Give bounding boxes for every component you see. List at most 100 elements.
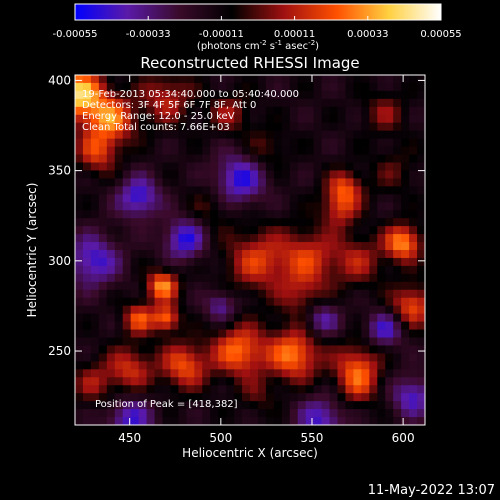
heatmap-cell [297, 98, 307, 108]
heatmap-cell [146, 114, 156, 124]
heatmap-cell [393, 82, 402, 92]
heatmap-cell [361, 106, 370, 116]
heatmap-cell [393, 321, 402, 331]
heatmap-cell [369, 369, 378, 378]
heatmap-cell [90, 345, 100, 354]
heatmap-cell [329, 265, 339, 275]
heatmap-cell [289, 130, 299, 140]
heatmap-cell [82, 377, 92, 386]
heatmap-cell [313, 297, 323, 307]
heatmap-cell [202, 106, 211, 116]
heatmap-cell [329, 130, 339, 140]
heatmap-cell [122, 250, 132, 259]
heatmap-cell [90, 234, 100, 243]
heatmap-cell [281, 122, 291, 132]
heatmap-cell [82, 409, 92, 418]
heatmap-cell [353, 146, 362, 156]
heatmap-cell [313, 289, 323, 299]
heatmap-cell [98, 98, 108, 108]
heatmap-cell [146, 281, 156, 291]
heatmap-cell [114, 82, 124, 92]
heatmap-cell [75, 305, 84, 315]
heatmap-cell [202, 234, 211, 243]
heatmap-cell [250, 106, 259, 116]
heatmap-cell [313, 369, 323, 378]
heatmap-cell [273, 98, 283, 108]
x-tick-label: 450 [118, 431, 141, 445]
heatmap-cell [257, 98, 267, 108]
heatmap-cell [186, 98, 195, 108]
heatmap-cell [337, 170, 347, 179]
heatmap-cell [250, 417, 259, 425]
heatmap-cell [186, 130, 195, 140]
heatmap-cell [297, 257, 307, 267]
heatmap-cell [313, 98, 323, 108]
heatmap-cell [218, 130, 227, 140]
heatmap-cell [409, 409, 418, 418]
heatmap-cell [289, 289, 299, 299]
heatmap-cell [130, 202, 140, 211]
heatmap-cell [234, 146, 243, 156]
heatmap-cell [130, 194, 140, 203]
heatmap-cell [122, 337, 132, 347]
heatmap-cell [114, 154, 124, 164]
heatmap-cell [170, 146, 179, 156]
heatmap-cell [377, 82, 386, 92]
heatmap-cell [122, 130, 132, 140]
heatmap-cell [281, 178, 291, 187]
heatmap-cell [250, 273, 259, 283]
heatmap-cell [106, 257, 116, 267]
heatmap-cell [369, 329, 378, 339]
heatmap-cell [377, 377, 386, 386]
heatmap-cell [170, 194, 179, 203]
heatmap-cell [154, 250, 164, 259]
heatmap-cell [273, 75, 283, 84]
heatmap-cell [90, 106, 100, 116]
heatmap-cell [385, 385, 394, 394]
heatmap-cell [321, 178, 331, 187]
heatmap-cell [234, 369, 243, 378]
heatmap-cell [130, 82, 140, 92]
heatmap-cell [409, 226, 418, 235]
heatmap-cell [90, 178, 100, 187]
heatmap-cell [257, 90, 267, 100]
heatmap-cell [210, 154, 219, 164]
heatmap-cell [417, 98, 425, 108]
heatmap-cell [170, 75, 179, 84]
heatmap-cell [257, 417, 267, 425]
heatmap-cell [345, 106, 354, 116]
heatmap-cell [114, 130, 124, 140]
heatmap-cell [345, 409, 354, 418]
heatmap-cell [98, 178, 108, 187]
heatmap-cell [90, 265, 100, 275]
heatmap-cell [250, 313, 259, 323]
heatmap-cell [289, 409, 299, 418]
heatmap-cell [202, 393, 211, 402]
heatmap-cell [98, 393, 108, 402]
heatmap-cell [178, 138, 187, 148]
heatmap-cell [361, 154, 370, 164]
heatmap-cell [401, 361, 410, 370]
heatmap-cell [162, 321, 172, 331]
heatmap-cell [417, 130, 425, 140]
heatmap-cell [210, 226, 219, 235]
heatmap-cell [114, 186, 124, 195]
heatmap-cell [186, 146, 195, 156]
heatmap-cell [257, 409, 267, 418]
heatmap-cell [186, 337, 195, 347]
heatmap-cell [202, 250, 211, 259]
heatmap-cell [226, 417, 235, 425]
heatmap-cell [138, 361, 148, 370]
heatmap-cell [321, 250, 331, 259]
heatmap-cell [273, 146, 283, 156]
heatmap-cell [146, 146, 156, 156]
heatmap-cell [218, 242, 227, 251]
heatmap-cell [401, 377, 410, 386]
heatmap-cell [353, 257, 362, 267]
heatmap-cell [345, 154, 354, 164]
heatmap-cell [218, 226, 227, 235]
heatmap-cell [273, 114, 283, 124]
heatmap-cell [98, 186, 108, 195]
heatmap-cell [138, 75, 148, 84]
